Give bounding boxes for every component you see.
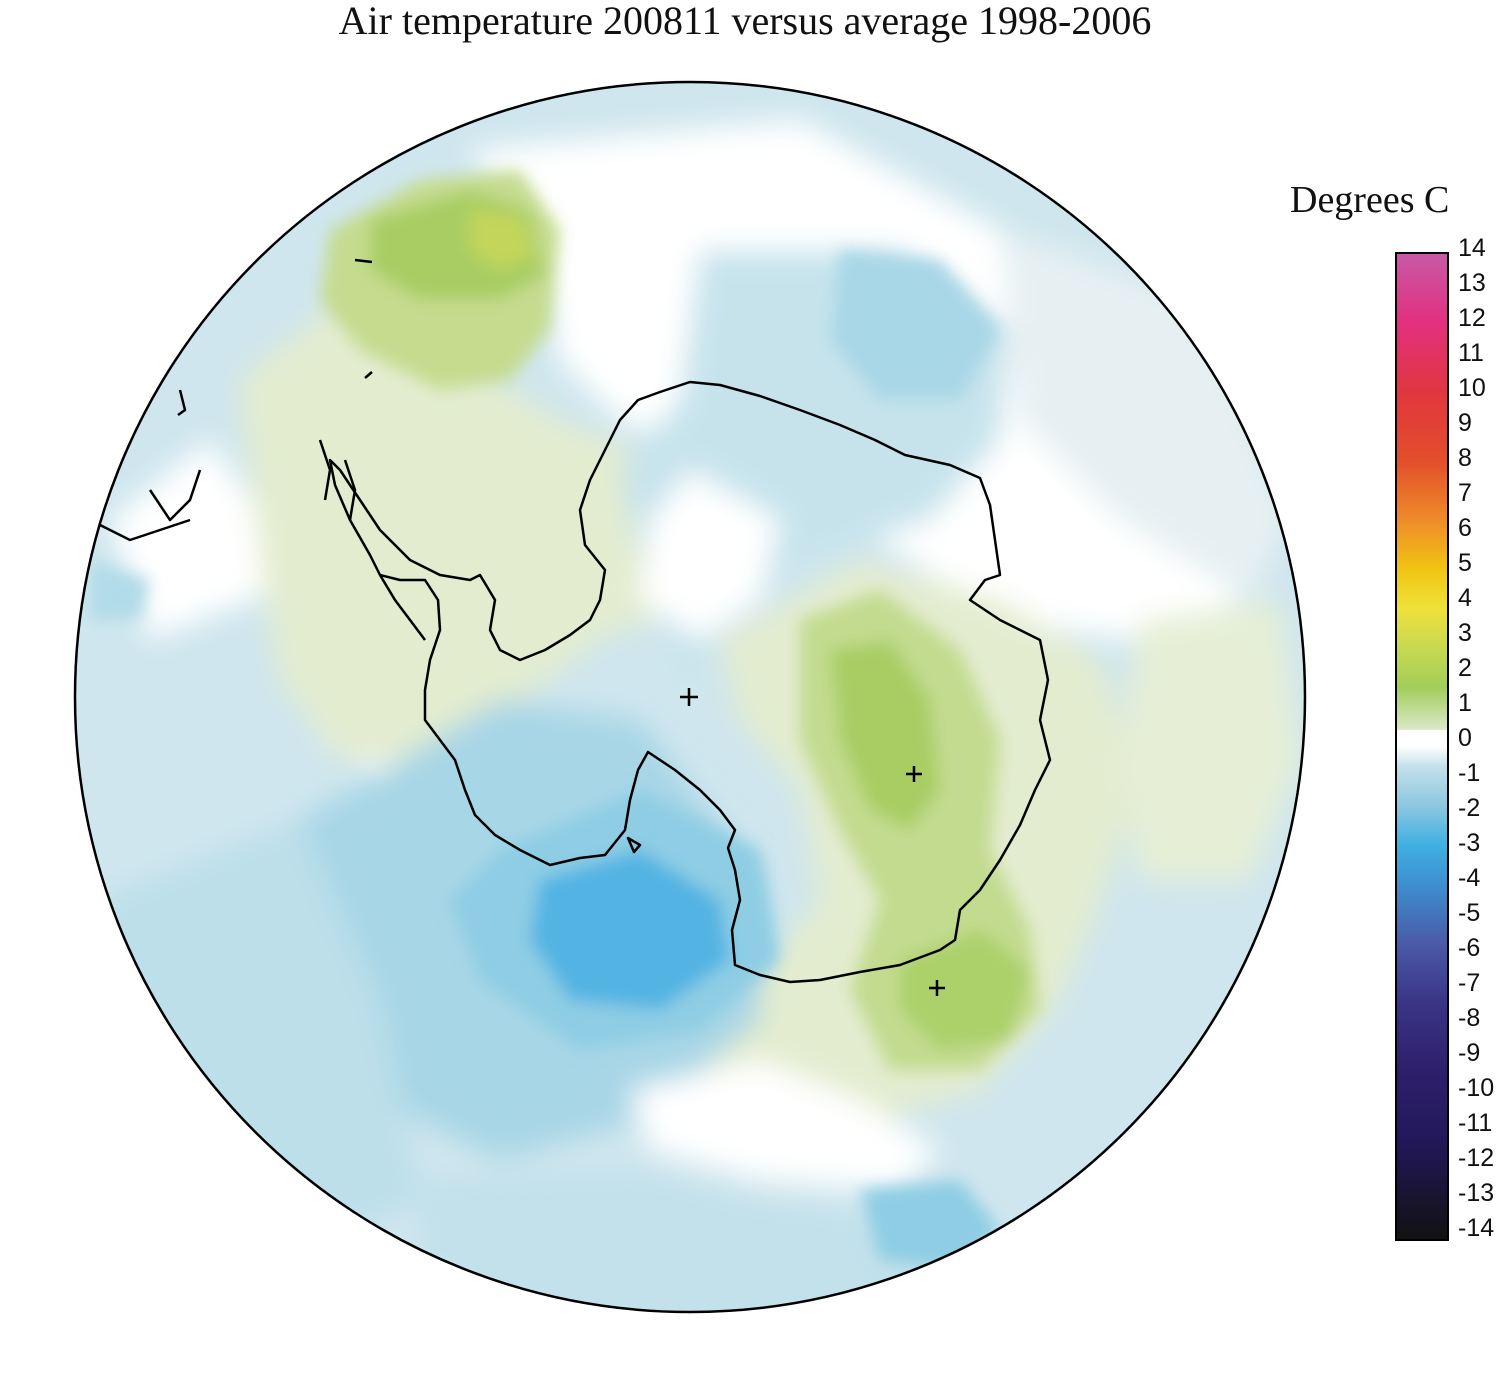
colorbar-tick-label: 9 bbox=[1458, 409, 1472, 437]
colorbar-tick-label: 7 bbox=[1458, 479, 1472, 507]
green-light-peninsula bbox=[240, 300, 760, 760]
blue-mid-plateau bbox=[830, 250, 1000, 400]
colorbar-tick-label: 3 bbox=[1458, 619, 1472, 647]
south-pole-marker bbox=[680, 688, 698, 706]
station-marker-1 bbox=[906, 766, 922, 782]
colorbar-tick-label: -7 bbox=[1458, 969, 1481, 997]
colorbar-tick-label: -1 bbox=[1458, 759, 1481, 787]
green-strong-east bbox=[830, 640, 940, 830]
colorbar-tick-label: 0 bbox=[1458, 724, 1472, 752]
colorbar-tick-label: -12 bbox=[1458, 1144, 1495, 1172]
colorbar-tick-label: -13 bbox=[1458, 1179, 1495, 1207]
ross-ice-shelf-island bbox=[626, 836, 642, 854]
coastline bbox=[99, 258, 1052, 984]
colorbar-tick-label: -11 bbox=[1458, 1109, 1493, 1137]
green-strong-southeast bbox=[900, 930, 1030, 1050]
white-zone-southeast bbox=[630, 1060, 940, 1190]
colorbar-tick-label: 8 bbox=[1458, 444, 1472, 472]
green-strong-north-core bbox=[470, 210, 535, 270]
colorbar-tick-label: 13 bbox=[1458, 269, 1486, 297]
station-marker-2 bbox=[929, 980, 945, 996]
colorbar-tick-label: -2 bbox=[1458, 794, 1481, 822]
legend-title: Degrees C bbox=[1290, 179, 1450, 221]
colorbar bbox=[1395, 252, 1449, 1241]
colorbar-tick-label: -5 bbox=[1458, 899, 1481, 927]
peninsula-islands bbox=[99, 439, 426, 641]
colorbar-tick-label: -10 bbox=[1458, 1074, 1495, 1102]
colorbar-tick-label: 11 bbox=[1458, 339, 1484, 367]
colorbar-tick-label: 12 bbox=[1458, 304, 1486, 332]
colorbar-labels: 14 13 12 11 10 9 8 7 6 5 4 3 2 1 0 -1 -2 -3 -4 -5 -6 -7 -8 -9 -1… bbox=[1458, 0, 1500, 1375]
colorbar-tick-label: 5 bbox=[1458, 549, 1472, 577]
colorbar-tick-label: 6 bbox=[1458, 514, 1472, 542]
colorbar-tick-label: 4 bbox=[1458, 584, 1472, 612]
colorbar-tick-label: -14 bbox=[1458, 1214, 1495, 1242]
globe-outline bbox=[73, 80, 1307, 1314]
antarctic-coastline bbox=[328, 380, 1052, 984]
blue-strong-ross bbox=[530, 850, 730, 1010]
colorbar-tick-label: 14 bbox=[1458, 234, 1486, 262]
white-gap-center bbox=[640, 470, 780, 640]
green-light-far-east bbox=[1120, 600, 1300, 880]
colorbar-tick-label: 2 bbox=[1458, 654, 1472, 682]
colorbar-tick-label: 1 bbox=[1458, 689, 1472, 717]
plus-markers bbox=[680, 688, 945, 996]
south-america-tip bbox=[177, 258, 373, 417]
colorbar-tick-label: -9 bbox=[1458, 1039, 1481, 1067]
colorbar-tick-label: -8 bbox=[1458, 1004, 1481, 1032]
pale-zone-east bbox=[1000, 230, 1290, 600]
blue-light-southwest bbox=[100, 820, 420, 1250]
colorbar-tick-label: -3 bbox=[1458, 829, 1481, 857]
colorbar-tick-label: 10 bbox=[1458, 374, 1486, 402]
colorbar-white-band bbox=[1397, 730, 1447, 746]
blue-mid-west-edge bbox=[90, 560, 150, 620]
colorbar-tick-label: -6 bbox=[1458, 934, 1481, 962]
map-title: Air temperature 200811 versus average 19… bbox=[338, 0, 1152, 43]
colorbar-tick-label: -4 bbox=[1458, 864, 1481, 892]
